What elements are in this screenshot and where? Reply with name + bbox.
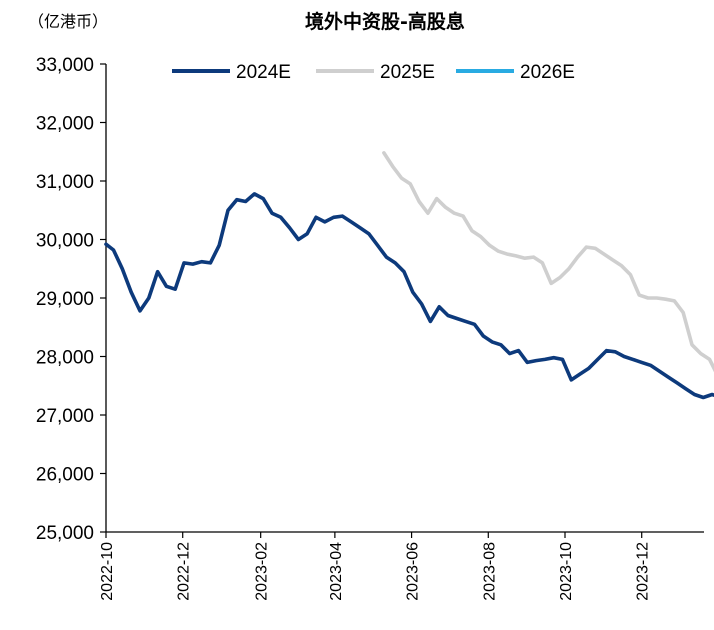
y-tick-label: 27,000 xyxy=(36,406,94,427)
unit-label: （亿港币） xyxy=(28,12,108,31)
y-tick-label: 28,000 xyxy=(36,348,94,369)
x-tick-label: 2023-06 xyxy=(405,542,422,601)
legend-label-2025E: 2025E xyxy=(380,62,435,83)
y-tick-label: 29,000 xyxy=(36,289,94,310)
x-tick-label: 2023-12 xyxy=(635,542,652,601)
y-tick-label: 32,000 xyxy=(36,114,94,135)
legend-label-2024E: 2024E xyxy=(236,62,291,83)
x-tick-label: 2022-12 xyxy=(176,542,193,601)
y-axis: 25,000 26,000 27,000 28,000 29,000 30,000 31,0… xyxy=(36,55,107,544)
y-tick-label: 33,000 xyxy=(36,55,94,76)
y-tick-label: 25,000 xyxy=(36,523,94,544)
series-lines xyxy=(104,151,714,400)
legend: 2024E 2025E 2026E xyxy=(172,62,575,83)
x-tick-label: 2023-10 xyxy=(558,542,575,601)
x-tick-label: 2023-02 xyxy=(254,542,271,601)
x-tick-label: 2023-04 xyxy=(328,542,345,601)
y-tick-label: 26,000 xyxy=(36,465,94,486)
x-tick-label: 2022-10 xyxy=(99,542,116,601)
series-line-2024E xyxy=(104,192,714,400)
x-tick-label: 2023-08 xyxy=(481,542,498,601)
x-tick-label: 2024-02 xyxy=(713,542,714,601)
x-axis: 2022-10 2022-12 2023-02 2023-04 2023-06 2023-… xyxy=(99,531,714,601)
y-tick-label: 31,000 xyxy=(36,172,94,193)
y-tick-label: 30,000 xyxy=(36,231,94,252)
legend-label-2026E: 2026E xyxy=(520,62,575,83)
series-line-2025E xyxy=(382,151,714,373)
chart-title: 境外中资股-高股息 xyxy=(305,10,465,33)
